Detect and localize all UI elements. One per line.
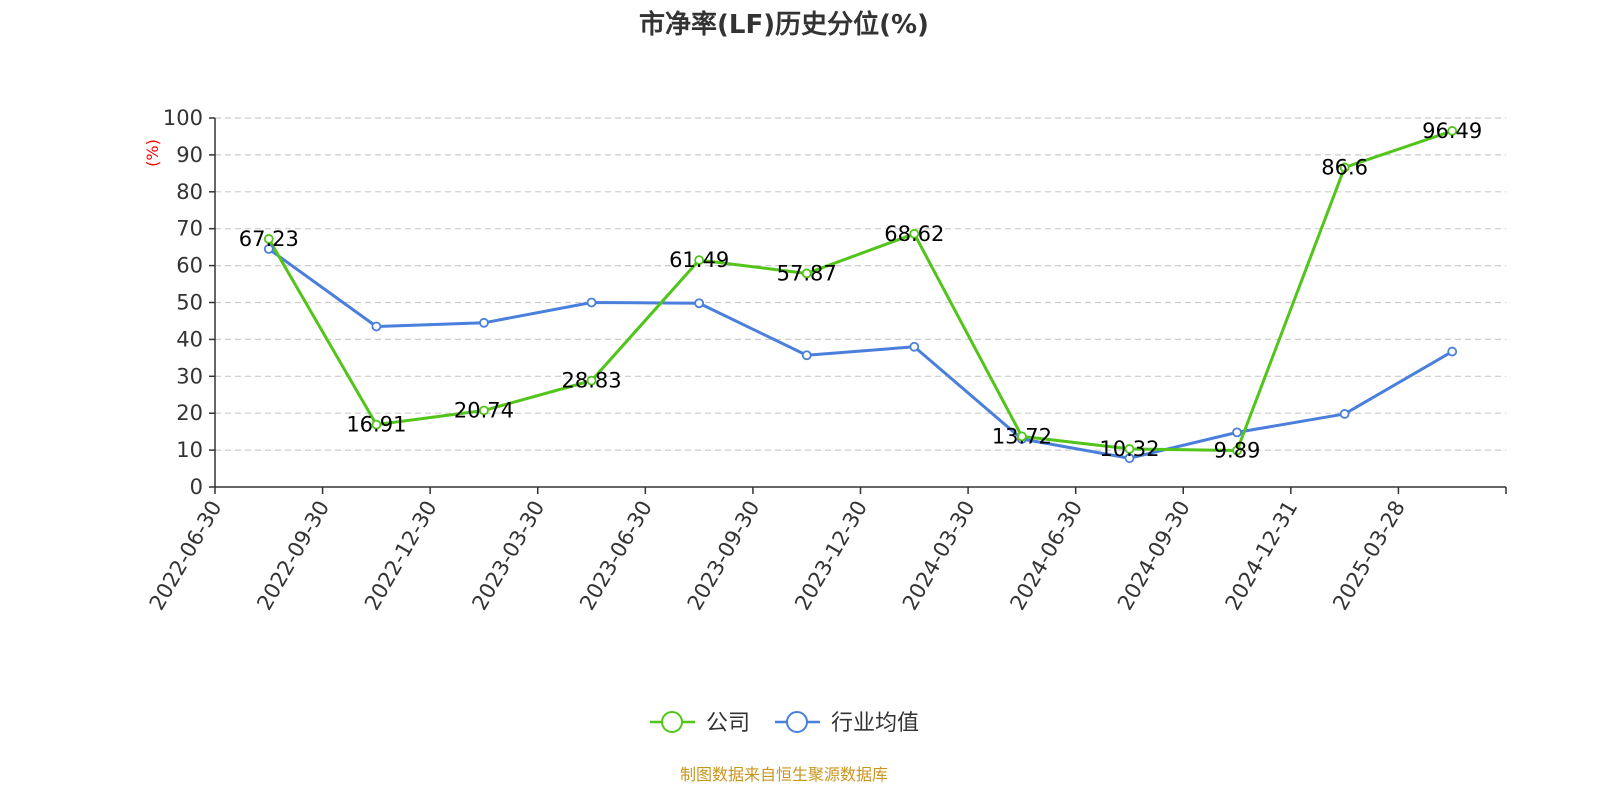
data-label: 9.89 <box>1214 439 1261 463</box>
data-point[interactable] <box>1124 444 1135 454</box>
data-label: 57.87 <box>777 261 837 285</box>
data-label: 96.49 <box>1422 119 1482 143</box>
data-label: 20.74 <box>454 398 514 422</box>
data-point[interactable] <box>479 317 489 328</box>
data-point[interactable] <box>1232 427 1242 438</box>
y-tick-label: 50 <box>176 291 203 315</box>
data-point[interactable] <box>909 341 920 352</box>
axes: 0 10 20 30 40 50 60 70 80 90 100 2022-06-30 2022-09-… <box>145 106 1507 615</box>
legend-item-industry[interactable]: 行业均值 <box>775 711 919 736</box>
y-tick-label: 100 <box>163 106 203 130</box>
data-point[interactable] <box>371 419 382 430</box>
data-point[interactable] <box>263 234 274 244</box>
y-axis-unit-label: (%) <box>143 139 162 167</box>
x-tick-label: 2022-12-30 <box>360 496 442 614</box>
y-tick-label: 0 <box>190 475 203 499</box>
legend-item-company[interactable]: 公司 <box>650 711 750 736</box>
data-point[interactable] <box>371 321 382 332</box>
data-label: 28.83 <box>561 369 621 393</box>
data-point[interactable] <box>263 244 274 254</box>
data-point[interactable] <box>694 255 705 266</box>
data-point[interactable] <box>1232 445 1242 456</box>
data-label: 86.6 <box>1321 155 1368 179</box>
data-point[interactable] <box>1447 346 1458 357</box>
y-tick-label: 60 <box>176 254 203 278</box>
x-tick-label: 2023-12-30 <box>790 497 872 615</box>
y-tick-label: 20 <box>176 401 203 425</box>
series-line-industry <box>267 247 1453 460</box>
data-point[interactable] <box>586 375 597 386</box>
x-tick-label: 2023-09-30 <box>683 497 765 615</box>
data-point[interactable] <box>694 298 705 309</box>
legend-label: 行业均值 <box>831 711 919 736</box>
y-tick-label: 10 <box>176 438 203 462</box>
legend[interactable]: 公司 行业均值 <box>650 711 919 736</box>
data-point[interactable] <box>801 268 812 279</box>
x-tick-label: 2022-09-30 <box>252 497 334 615</box>
legend-marker <box>661 711 683 733</box>
y-tick-label: 40 <box>176 327 203 351</box>
y-tick-label: 70 <box>176 217 203 241</box>
x-tick-label: 2022-06-30 <box>145 497 227 615</box>
data-labels: 67.23 16.91 20.74 28.83 61.49 57.87 68.62 13.72… <box>239 119 1483 463</box>
data-label: 16.91 <box>346 413 406 437</box>
x-tick-label: 2024-09-30 <box>1113 497 1195 615</box>
data-point[interactable] <box>1339 409 1350 419</box>
legend-label: 公司 <box>706 711 750 736</box>
y-tick-label: 80 <box>176 180 203 204</box>
series-line-company <box>267 129 1453 453</box>
data-label: 10.32 <box>1099 437 1159 461</box>
data-label: 13.72 <box>992 424 1052 448</box>
data-point[interactable] <box>1447 126 1458 136</box>
data-point[interactable] <box>801 350 812 361</box>
y-tick-label: 90 <box>176 143 203 167</box>
data-label: 68.62 <box>884 222 944 246</box>
data-label: 67.23 <box>239 227 299 251</box>
data-label: 61.49 <box>669 248 729 272</box>
x-tick-label: 2025-03-28 <box>1328 497 1410 615</box>
x-tick-label: 2024-06-30 <box>1005 497 1087 615</box>
x-tick-label: 2024-03-30 <box>898 496 980 614</box>
data-point[interactable] <box>586 297 597 308</box>
data-point[interactable] <box>479 405 489 416</box>
source-note: 制图数据来自恒生聚源数据库 <box>680 765 888 784</box>
data-point[interactable] <box>1339 162 1350 173</box>
data-point[interactable] <box>909 228 920 239</box>
data-point[interactable] <box>1124 453 1135 464</box>
x-tick-label: 2023-06-30 <box>575 497 657 615</box>
legend-marker <box>786 711 808 733</box>
chart-title: 市净率(LF)历史分位(%) <box>639 9 929 40</box>
x-tick-label: 2024-12-31 <box>1221 497 1303 615</box>
series-lines <box>263 126 1458 464</box>
y-tick-label: 30 <box>176 364 203 388</box>
data-point[interactable] <box>1016 431 1027 442</box>
grid-lines <box>215 117 1506 451</box>
x-tick-label: 2023-03-30 <box>467 497 549 615</box>
